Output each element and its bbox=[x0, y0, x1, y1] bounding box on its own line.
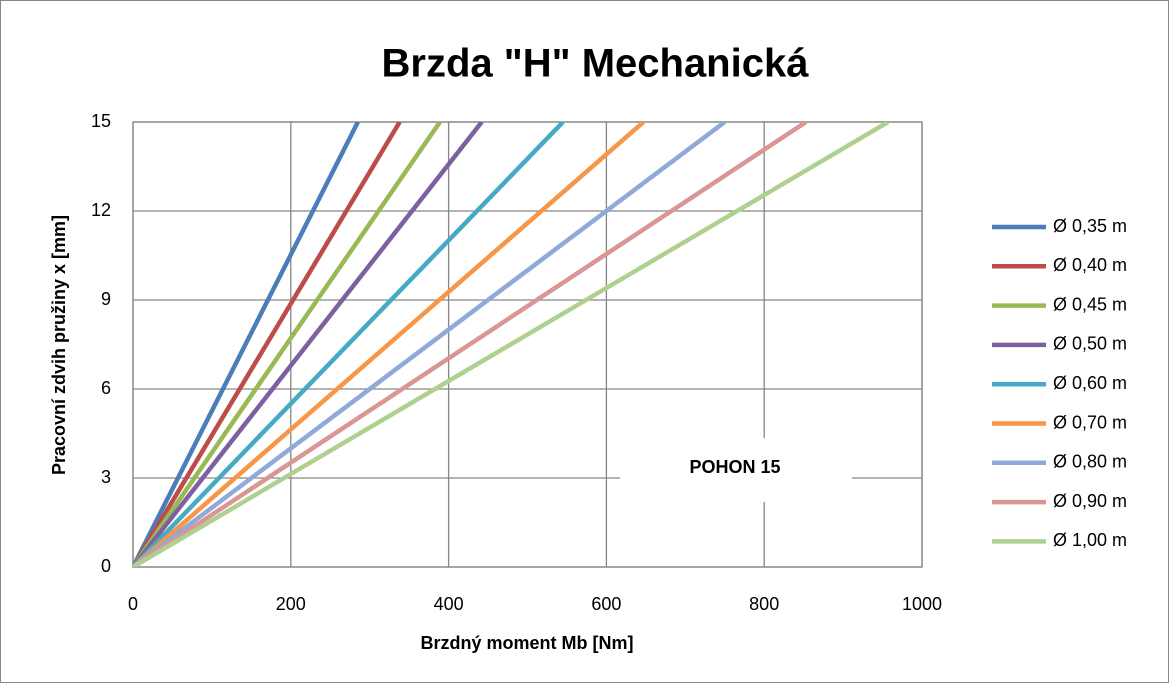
chart-title: Brzda "H" Mechanická bbox=[382, 42, 810, 86]
annotation-box bbox=[620, 438, 852, 502]
x-tick-label: 400 bbox=[434, 594, 464, 614]
legend-label: Ø 0,35 m bbox=[1053, 216, 1127, 236]
series-line bbox=[133, 122, 442, 567]
x-tick-label: 200 bbox=[276, 594, 306, 614]
plot-border bbox=[132, 121, 923, 568]
y-tick-label: 3 bbox=[101, 467, 111, 487]
x-tick-label: 600 bbox=[591, 594, 621, 614]
series-line bbox=[133, 122, 402, 567]
annotation: POHON 15 bbox=[689, 457, 780, 477]
x-tick-label: 0 bbox=[128, 594, 138, 614]
y-tick-label: 12 bbox=[91, 200, 111, 220]
series-line bbox=[133, 122, 808, 567]
legend-label: Ø 1,00 m bbox=[1053, 530, 1127, 550]
y-axis-label: Pracovní zdvih pružiny x [mm] bbox=[49, 215, 69, 475]
legend-label: Ø 0,60 m bbox=[1053, 373, 1127, 393]
legend-label: Ø 0,50 m bbox=[1053, 334, 1127, 354]
series-line bbox=[133, 122, 565, 567]
series-line bbox=[133, 122, 645, 567]
legend-label: Ø 0,90 m bbox=[1053, 491, 1127, 511]
legend-label: Ø 0,45 m bbox=[1053, 294, 1127, 314]
y-tick-label: 6 bbox=[101, 378, 111, 398]
y-tick-label: 9 bbox=[101, 289, 111, 309]
x-tick-label: 800 bbox=[749, 594, 779, 614]
series-line bbox=[133, 122, 727, 567]
y-tick-label: 15 bbox=[91, 111, 111, 131]
series-line bbox=[133, 122, 360, 567]
x-axis-label: Brzdný moment Mb [Nm] bbox=[421, 633, 634, 653]
legend-label: Ø 0,40 m bbox=[1053, 255, 1127, 275]
legend-label: Ø 0,70 m bbox=[1053, 412, 1127, 432]
y-tick-label: 0 bbox=[101, 556, 111, 576]
series-line bbox=[133, 122, 484, 567]
legend-label: Ø 0,80 m bbox=[1053, 452, 1127, 472]
x-tick-label: 1000 bbox=[902, 594, 942, 614]
series-line bbox=[133, 122, 890, 567]
